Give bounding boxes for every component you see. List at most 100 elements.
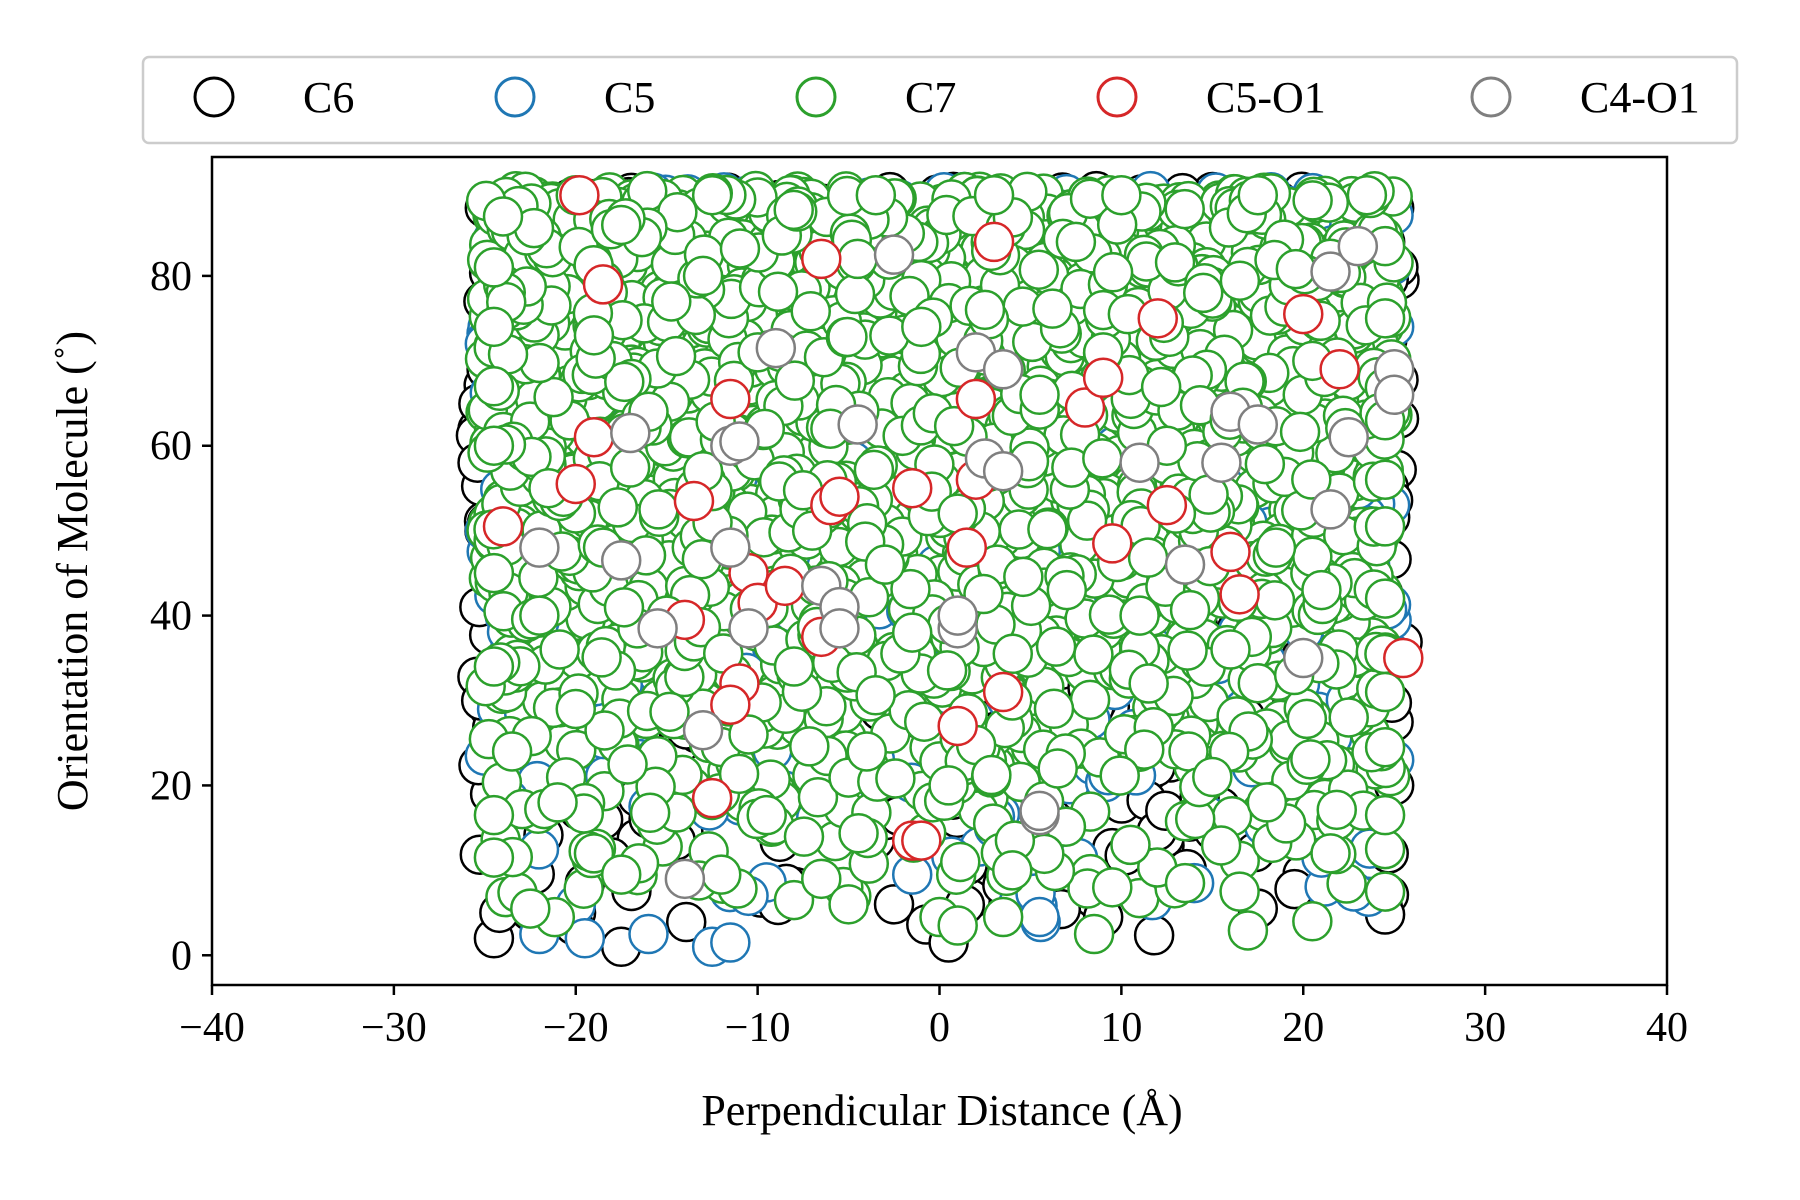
point-c7-dense xyxy=(1127,537,1169,578)
point-c7 xyxy=(846,731,887,772)
point-c5-o1 xyxy=(973,221,1015,263)
point-c7 xyxy=(473,247,515,288)
y-tick-label: 60 xyxy=(150,424,192,470)
point-c7 xyxy=(1364,298,1406,339)
point-c7 xyxy=(1246,782,1288,823)
point-c7 xyxy=(1310,833,1351,874)
point-c7-dense xyxy=(789,726,830,767)
point-c4-o1 xyxy=(1119,442,1160,483)
point-c7-dense xyxy=(1237,663,1279,704)
point-c7-dense xyxy=(1073,634,1114,675)
point-c7 xyxy=(600,854,642,895)
point-c5-o1 xyxy=(1319,349,1360,390)
point-c7 xyxy=(691,174,733,216)
legend-marker-c5-o1 xyxy=(1096,76,1138,118)
point-c7 xyxy=(864,544,906,585)
point-c7-dense xyxy=(655,335,697,377)
legend-entry-c5-o1: C5-O1 xyxy=(1096,73,1326,122)
point-c7 xyxy=(773,879,815,921)
point-c5-o1 xyxy=(582,264,624,305)
point-c4-o1 xyxy=(819,608,860,649)
point-c7 xyxy=(1210,629,1251,670)
point-c7 xyxy=(1128,663,1169,704)
point-c5-o1 xyxy=(901,820,942,861)
y-tick-label: 80 xyxy=(150,254,192,300)
point-c5-o1 xyxy=(710,684,751,726)
x-tick-label: −20 xyxy=(543,1005,609,1051)
point-c7-dense xyxy=(1227,910,1269,951)
point-c5-o1 xyxy=(982,671,1024,713)
point-c5-o1 xyxy=(937,705,978,747)
point-c7 xyxy=(1219,871,1260,912)
point-c5-o1 xyxy=(891,467,933,509)
legend: C6 C5 C7 C5-O1 C4-O1 xyxy=(141,55,1739,145)
legend-box xyxy=(141,55,1739,145)
point-c7 xyxy=(682,255,724,297)
point-c4-o1 xyxy=(610,412,651,454)
point-c7-dense xyxy=(1099,755,1140,796)
legend-label-c5: C5 xyxy=(604,73,655,122)
point-c5-o1 xyxy=(764,565,806,607)
point-c7 xyxy=(937,905,978,946)
point-c5-o1 xyxy=(1082,357,1124,399)
point-c7 xyxy=(473,837,515,878)
point-c7 xyxy=(773,646,815,687)
point-c5-o1 xyxy=(673,480,715,522)
point-c7-dense xyxy=(1035,626,1077,667)
point-c5-o1 xyxy=(1064,387,1106,428)
point-c7-dense xyxy=(1169,589,1211,631)
x-tick-label: 30 xyxy=(1464,1005,1506,1051)
point-c7 xyxy=(1019,374,1060,416)
point-c4-o1 xyxy=(1373,374,1415,416)
point-c7-dense xyxy=(903,701,945,742)
legend-label-c6: C6 xyxy=(303,73,354,122)
point-c7 xyxy=(482,196,524,237)
point-c7 xyxy=(728,714,769,755)
point-c4-o1 xyxy=(664,858,706,900)
point-c4-o1 xyxy=(755,327,797,369)
point-c7 xyxy=(801,858,842,900)
point-c7-dense xyxy=(853,449,895,491)
point-c7 xyxy=(828,884,869,925)
point-c7 xyxy=(1037,748,1078,789)
point-c7-dense xyxy=(584,710,625,751)
point-c4-o1 xyxy=(1283,637,1324,679)
point-c7 xyxy=(891,612,933,653)
point-c7-dense xyxy=(1286,698,1328,740)
point-c7-dense xyxy=(1292,180,1333,221)
point-c4-o1 xyxy=(1019,790,1060,832)
y-tick-label: 20 xyxy=(150,763,192,809)
point-c7-dense xyxy=(940,841,981,883)
x-tick-label: −30 xyxy=(361,1005,427,1051)
point-c4-o1 xyxy=(728,608,769,649)
point-c7 xyxy=(1101,174,1142,216)
point-c7 xyxy=(1301,569,1342,611)
point-c4-o1 xyxy=(710,527,751,568)
point-c7-dense xyxy=(773,189,814,231)
legend-marker-c7 xyxy=(795,76,837,118)
point-c7-dense xyxy=(834,273,876,315)
point-c4-o1 xyxy=(1237,404,1279,445)
point-c5 xyxy=(628,913,669,955)
point-c7-dense xyxy=(607,744,648,785)
point-c5-o1 xyxy=(573,416,615,458)
point-c4-o1 xyxy=(1310,489,1351,530)
point-c7 xyxy=(1364,794,1406,836)
point-c5-o1 xyxy=(1283,293,1324,335)
point-c7-dense xyxy=(774,360,816,401)
point-c5-o1 xyxy=(1219,574,1260,615)
point-c7-dense xyxy=(597,487,638,528)
point-c7 xyxy=(1192,756,1233,798)
point-c7-dense xyxy=(581,637,622,678)
point-c7 xyxy=(1164,862,1206,904)
point-c7 xyxy=(901,306,942,348)
point-c4-o1 xyxy=(1201,442,1242,483)
point-c7-dense xyxy=(1003,556,1044,598)
point-c7-dense xyxy=(1124,729,1165,770)
point-c7 xyxy=(1255,527,1297,568)
legend-marker-c4-o1 xyxy=(1470,76,1512,118)
point-c7-dense xyxy=(992,633,1034,675)
point-c5-o1 xyxy=(482,506,524,547)
point-c7 xyxy=(1364,671,1406,713)
